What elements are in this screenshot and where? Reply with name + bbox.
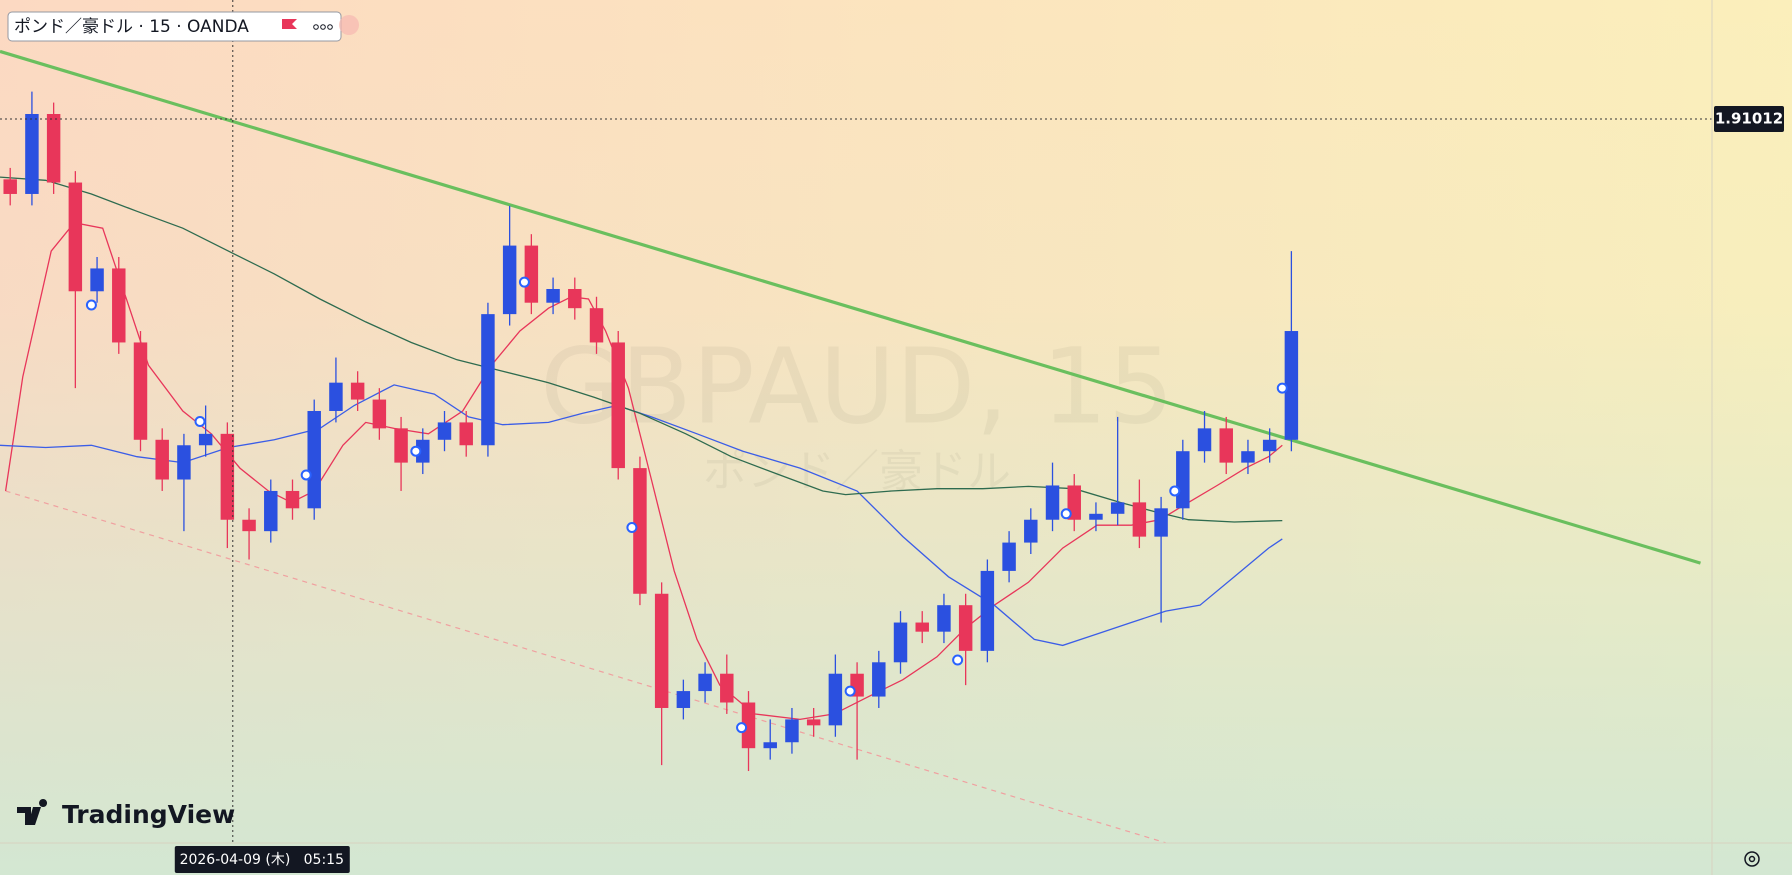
candle-body <box>416 439 430 463</box>
plot <box>0 0 1712 844</box>
trend-line <box>0 49 1701 565</box>
candle-body <box>46 113 61 183</box>
menu-dot[interactable] <box>320 24 326 30</box>
crosshair-price-label: 1.91012 <box>1715 110 1783 128</box>
signal-marker <box>410 445 422 457</box>
candle-body <box>633 468 647 594</box>
candle-body <box>958 605 973 651</box>
status-icon[interactable] <box>339 15 359 35</box>
watermark-symbol: GBPAUD, 15 <box>540 325 1174 447</box>
signal-marker <box>1169 485 1181 497</box>
candle-body <box>350 382 365 400</box>
legend-header[interactable]: ポンド／豪ドル · 15 · OANDA <box>7 11 359 42</box>
signal-marker <box>626 522 638 534</box>
candle-body <box>741 702 756 749</box>
signal-marker <box>1276 382 1288 394</box>
candle-body <box>546 288 560 303</box>
brand-logo <box>17 799 48 825</box>
candle-body <box>1110 502 1125 514</box>
candle-body <box>1089 513 1103 520</box>
candle-body <box>90 268 104 292</box>
trend-line <box>5 490 1166 844</box>
candle-body <box>937 605 951 632</box>
candle-body <box>198 433 213 446</box>
candle-body <box>1154 508 1168 537</box>
candle-body <box>806 719 821 726</box>
menu-dot[interactable] <box>313 24 319 30</box>
candle-body <box>307 410 321 509</box>
candle-body <box>68 182 83 292</box>
candle-body <box>524 245 539 303</box>
candle-body <box>872 662 886 697</box>
signal-marker <box>85 299 97 311</box>
settings[interactable] <box>1744 851 1760 867</box>
candle-body <box>394 428 408 463</box>
candle-body <box>893 622 908 663</box>
candle-body <box>720 673 734 703</box>
candle-body <box>155 439 169 480</box>
crosshair-time-label: 2026-04-09 (木) 05:15 <box>180 852 344 868</box>
candle-body <box>1045 485 1060 520</box>
signal-marker <box>1060 508 1072 520</box>
candle-body <box>133 342 148 440</box>
indicator-line <box>0 384 1283 647</box>
brand-name: TradingView <box>62 800 235 829</box>
candle-body <box>25 113 39 194</box>
signal-marker <box>736 722 748 734</box>
axes: 1.91012 2026-04-09 (木) 05:15 <box>174 106 1784 873</box>
candle-body <box>698 673 712 692</box>
indicator-line <box>0 176 1283 523</box>
candle-body <box>220 433 235 520</box>
candle-body <box>502 245 517 315</box>
settings-icon-core[interactable] <box>1748 855 1756 863</box>
watermark: GBPAUD, 15 ポンド／豪ドル <box>540 325 1174 497</box>
signal-marker <box>518 276 530 288</box>
candle-body <box>654 593 669 708</box>
candle-body <box>372 399 387 429</box>
signal-marker <box>300 469 312 481</box>
menu-dot[interactable] <box>327 24 333 30</box>
candle-body <box>1197 428 1212 452</box>
candle-body <box>329 382 343 411</box>
candle-body <box>915 622 929 632</box>
candle-body <box>589 308 604 343</box>
candle-body <box>112 268 126 343</box>
candle-body <box>676 691 691 708</box>
candle-body <box>763 742 777 749</box>
candle-body <box>3 179 17 194</box>
crosshair-time-box <box>174 846 350 873</box>
brand: TradingView <box>17 799 235 829</box>
candle-body <box>1219 428 1233 463</box>
candle-body <box>459 422 473 446</box>
signal-marker <box>194 416 206 427</box>
candle-body <box>1284 331 1299 440</box>
candle-body <box>285 490 300 509</box>
candle-body <box>437 422 452 440</box>
candle-body <box>1241 451 1255 463</box>
candle-body <box>980 570 995 651</box>
candle-body <box>785 719 799 743</box>
candle-body <box>481 314 495 446</box>
candle-body <box>1002 542 1016 571</box>
candle-body <box>568 288 582 309</box>
signal-marker <box>844 685 856 697</box>
candle-body <box>1262 439 1277 452</box>
candle-body <box>1024 519 1038 543</box>
candle-body <box>264 490 278 532</box>
candle-body <box>242 519 256 532</box>
flag-icon[interactable] <box>282 19 297 29</box>
crosshair-price-box <box>1714 106 1784 133</box>
candle-body <box>611 342 625 469</box>
signal-marker <box>952 654 964 666</box>
candle-body <box>828 673 843 726</box>
candle-body <box>1176 451 1190 509</box>
symbol-title: ポンド／豪ドル · 15 · OANDA <box>14 16 249 37</box>
settings-icon[interactable] <box>1744 851 1760 867</box>
candle-body <box>177 445 191 480</box>
candle-body <box>1132 502 1147 537</box>
